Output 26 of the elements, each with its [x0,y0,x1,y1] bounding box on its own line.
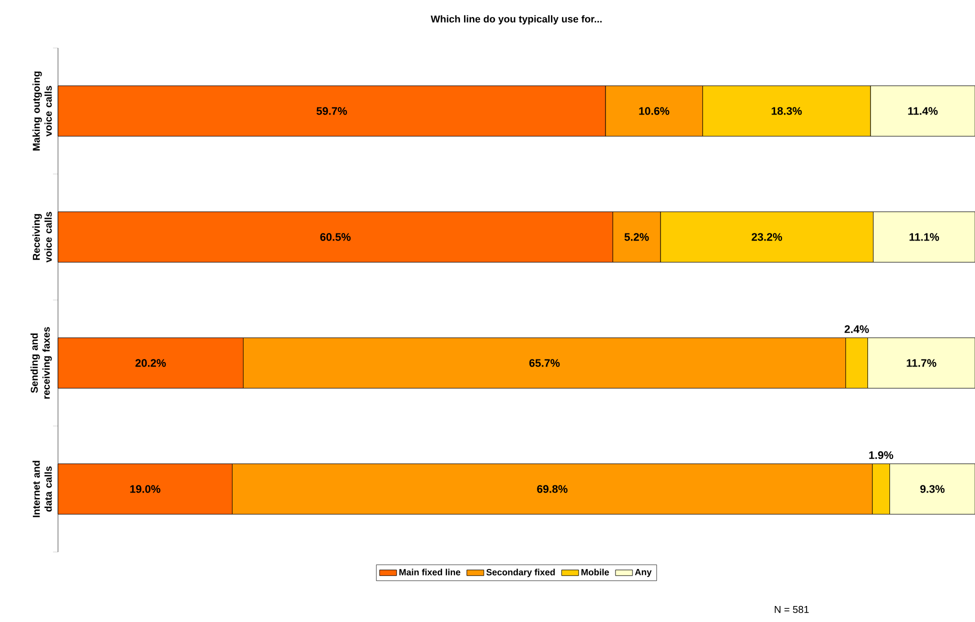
data-label: 69.8% [537,485,568,493]
data-label: 2.4% [844,325,869,334]
data-label: 60.5% [320,233,351,241]
y-tick-label: Making outgoing voice calls [32,72,52,150]
data-label: 11.7% [906,359,936,367]
legend-label: Any [634,568,652,577]
legend-label: Main fixed line [399,568,460,576]
y-tick-label: Sending and receiving faxes [30,327,52,399]
data-label: 1.9% [869,451,894,460]
data-label: 19.0% [130,485,160,493]
text: N = 581 [774,606,809,613]
data-label: 11.4% [908,107,938,115]
y-tick-label: Internet and data calls [32,460,52,518]
data-label: 18.3% [772,107,802,115]
data-label: 20.2% [135,359,166,367]
data-label: 10.6% [639,107,670,115]
data-label: 23.2% [752,233,782,241]
data-label: 11.1% [910,233,940,241]
y-tick-label: Receiving voice calls [32,212,52,262]
chart-title: Which line do you typically use for... [430,15,602,24]
data-label: 9.3% [920,485,945,493]
data-label: 5.2% [624,233,649,241]
legend-label: Mobile [581,568,609,576]
data-label: 65.7% [529,359,560,367]
data-label: 59.7% [316,107,347,115]
legend-label: Secondary fixed [486,568,555,578]
